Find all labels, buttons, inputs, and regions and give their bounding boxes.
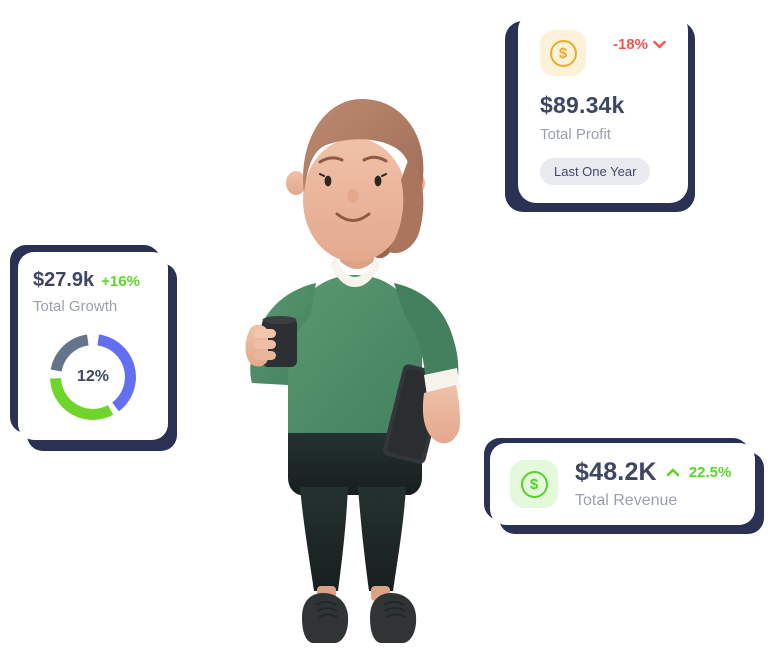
total-growth-card: $27.9k +16% Total Growth 12% bbox=[18, 252, 168, 440]
period-badge[interactable]: Last One Year bbox=[540, 158, 651, 185]
donut-segment-muted bbox=[50, 334, 89, 372]
profit-change-value: -18% bbox=[612, 36, 648, 53]
profit-value: $89.34k bbox=[540, 92, 625, 118]
growth-card-header: $27.9k +16% bbox=[33, 269, 153, 292]
total-profit-card: $ -18% $89.34k Total Profit Last One Yea… bbox=[518, 12, 688, 203]
revenue-change-value: 22.5% bbox=[688, 464, 732, 481]
growth-label: Total Growth bbox=[33, 298, 118, 315]
growth-donut-chart: 12% bbox=[45, 329, 141, 425]
profit-card-header: $ -18% bbox=[540, 30, 666, 76]
donut-segment-success bbox=[50, 377, 114, 420]
chevron-down-icon bbox=[653, 40, 666, 49]
chevron-up-icon bbox=[666, 468, 680, 477]
dollar-coin-icon: $ bbox=[540, 30, 586, 76]
total-revenue-card: $ $48.2K 22.5% Total Revenue bbox=[490, 443, 755, 525]
donut-center-label: 12% bbox=[76, 368, 110, 385]
profit-label: Total Profit bbox=[540, 126, 611, 143]
revenue-value: $48.2K bbox=[575, 458, 657, 486]
growth-value: $27.9k bbox=[33, 269, 95, 291]
character-illustration bbox=[245, 99, 460, 643]
dollar-coin-icon: $ bbox=[510, 460, 558, 508]
revenue-card-body: $48.2K 22.5% Total Revenue bbox=[575, 458, 731, 510]
revenue-label: Total Revenue bbox=[575, 492, 678, 509]
donut-segment-primary bbox=[97, 334, 136, 412]
donut-chart-svg bbox=[50, 334, 136, 420]
growth-change-value: +16% bbox=[101, 273, 140, 290]
profit-change-indicator[interactable]: -18% bbox=[613, 36, 666, 53]
